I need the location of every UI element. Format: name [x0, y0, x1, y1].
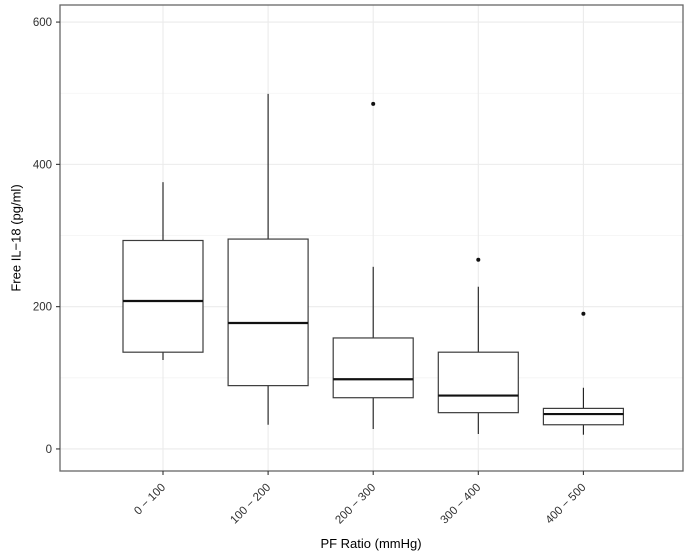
y-axis-title: Free IL−18 (pg/ml) [8, 184, 24, 292]
outlier-point [581, 311, 586, 316]
outlier-point [371, 101, 376, 106]
x-tick-label: 100 − 200 [228, 482, 273, 527]
panel-background [60, 5, 683, 471]
box-rect [122, 239, 204, 353]
x-axis-title: PF Ratio (mmHg) [320, 536, 422, 551]
y-tick-label: 600 [33, 17, 52, 29]
panel-border [59, 4, 684, 472]
y-tick-label: 400 [33, 159, 52, 171]
x-tick-label: 300 − 400 [439, 482, 484, 527]
outlier-point [476, 257, 481, 262]
x-tick-label: 400 − 500 [544, 482, 589, 527]
box-rect [437, 351, 519, 414]
x-tick-label: 0 − 100 [132, 482, 168, 518]
box-rect [227, 238, 309, 387]
y-tick-label: 0 [46, 444, 52, 456]
y-tick-label: 200 [33, 302, 52, 314]
box-rect [542, 407, 625, 426]
x-tick-label: 200 − 300 [333, 482, 378, 527]
box-rect [332, 337, 414, 399]
